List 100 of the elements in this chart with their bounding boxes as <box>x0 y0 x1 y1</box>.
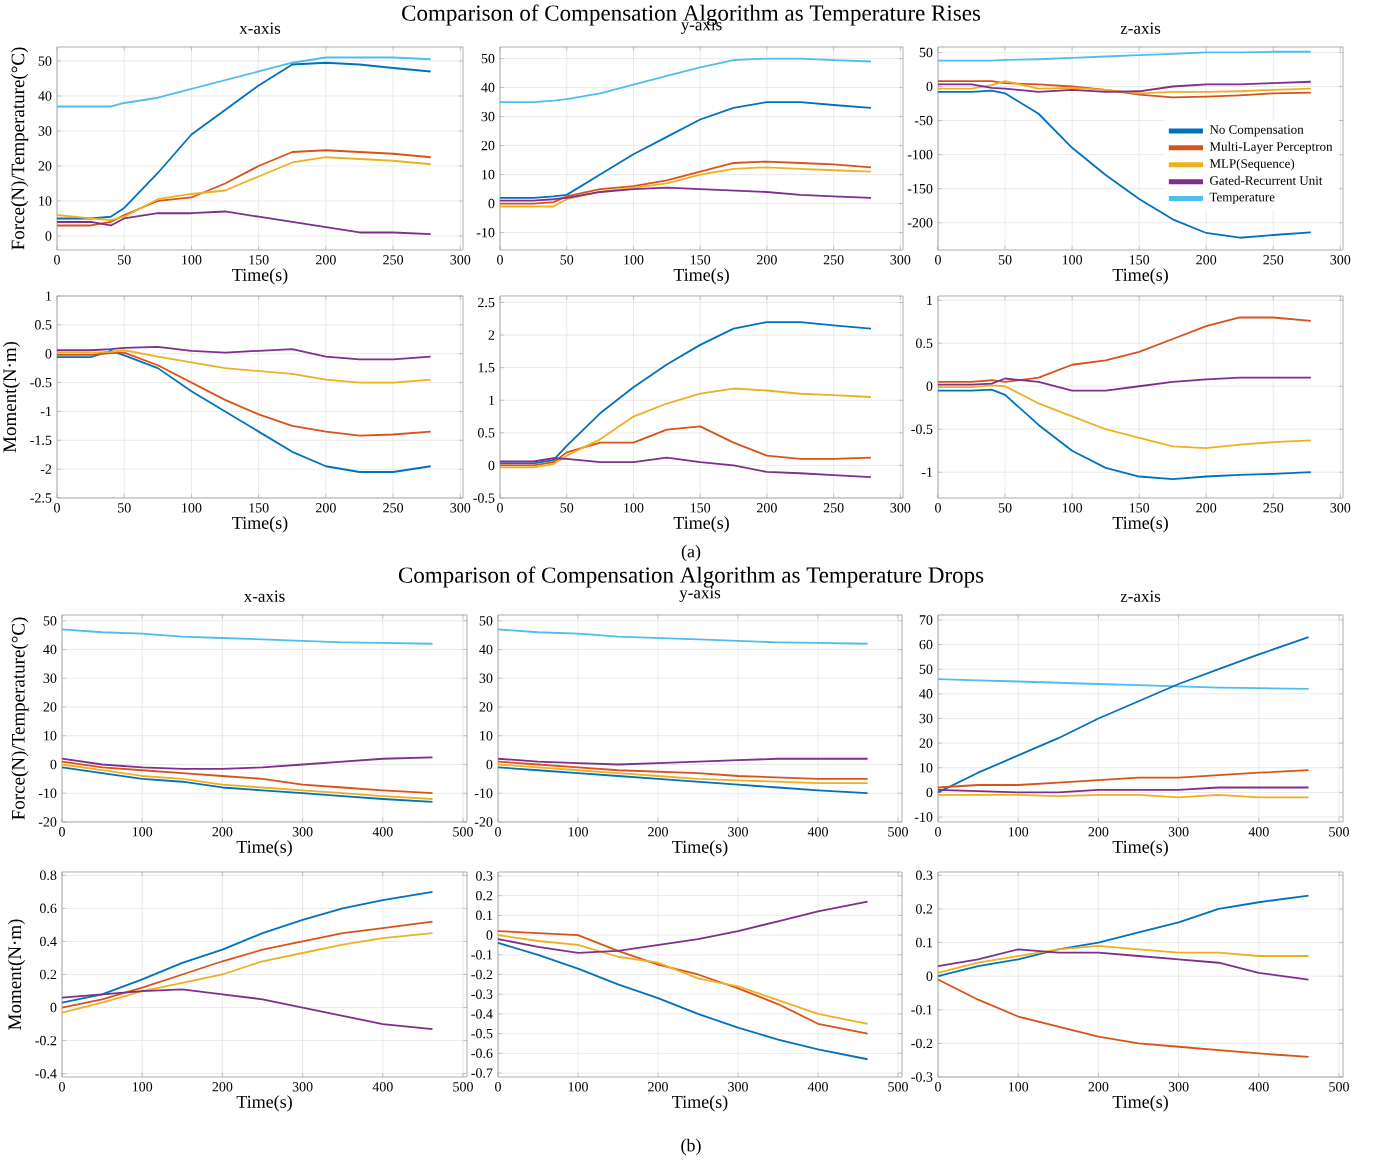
x-tick-label: 250 <box>1263 503 1284 513</box>
x-tick-label: 0 <box>935 1082 941 1092</box>
y-tick-label: 0.5 <box>477 428 495 438</box>
y-axis-title: Force(N)/Temperature(°C) <box>10 47 29 250</box>
x-axis-title: Time(s) <box>672 840 728 857</box>
x-tick-label: 150 <box>1129 255 1150 265</box>
legend-label: Multi-Layer Perceptron <box>1209 141 1333 154</box>
text: Comparison of Compensation Algorithm as Temperature Drops <box>398 566 984 588</box>
y-tick-label: -20 <box>474 817 493 827</box>
y-tick-label: 1 <box>46 291 52 301</box>
line-series <box>61 932 434 1014</box>
x-tick-label: 500 <box>1329 827 1349 837</box>
y-tick-label: -2 <box>40 464 52 474</box>
y-tick-label: 0 <box>488 460 495 471</box>
x-tick-label: 50 <box>560 255 574 265</box>
x-tick-label: 150 <box>249 503 269 513</box>
y-tick-label: 2 <box>488 330 495 340</box>
x-tick-label: 200 <box>1196 503 1217 513</box>
y-tick-label: -10 <box>914 812 933 822</box>
y-tick-label: 10 <box>482 169 495 180</box>
line-series <box>937 388 1312 480</box>
y-tick-label: 0 <box>50 1002 57 1013</box>
x-tick-label: 100 <box>132 1082 153 1092</box>
y-tick-label: -20 <box>38 817 57 827</box>
legend-label: Gated-Recurrent Unit <box>1210 175 1323 185</box>
x-tick-label: 300 <box>450 503 471 513</box>
y-tick-label: -0.4 <box>35 1068 57 1079</box>
x-tick-label: 0 <box>59 827 65 837</box>
y-tick-label: 0.2 <box>39 969 57 980</box>
y-tick-label: 10 <box>44 731 57 741</box>
chart-title: z-axis <box>1120 590 1161 602</box>
x-tick-label: 200 <box>1196 255 1217 265</box>
y-tick-label: 0.3 <box>475 871 493 881</box>
x-tick-label: 500 <box>888 1082 908 1092</box>
x-tick-label: 250 <box>383 503 404 513</box>
x-tick-label: 300 <box>1330 503 1351 513</box>
x-tick-label: 50 <box>560 503 574 513</box>
y-tick-label: -0.5 <box>473 493 495 503</box>
line-series <box>56 210 432 236</box>
y-tick-label: 1 <box>927 295 933 305</box>
y-tick-label: 0 <box>486 930 493 940</box>
y-tick-label: 0.6 <box>39 903 57 914</box>
y-tick-label: -0.1 <box>911 1005 933 1015</box>
y-tick-label: 40 <box>479 644 493 655</box>
x-tick-label: 200 <box>648 1082 668 1092</box>
line-series <box>61 920 434 1009</box>
x-tick-label: 100 <box>1062 255 1083 265</box>
x-tick-label: 300 <box>728 827 748 837</box>
x-tick-label: 150 <box>1129 503 1150 513</box>
y-tick-label: 20 <box>919 738 933 748</box>
x-tick-label: 400 <box>372 827 393 837</box>
y-tick-label: -100 <box>907 149 933 160</box>
x-axis-title: Time(s) <box>236 840 292 857</box>
x-tick-label: 300 <box>292 827 313 837</box>
line-series <box>937 636 1310 794</box>
x-tick-label: 400 <box>1248 1082 1269 1092</box>
x-tick-label: 100 <box>1008 827 1029 837</box>
legend-label: MLP(Sequence) <box>1209 158 1295 171</box>
x-tick-label: 150 <box>249 255 269 265</box>
x-tick-label: 100 <box>568 827 588 837</box>
y-tick-label: -0.2 <box>35 1035 57 1046</box>
x-tick-label: 400 <box>807 1082 828 1092</box>
x-axis-title: Time(s) <box>673 268 729 285</box>
y-tick-label: 40 <box>919 689 933 699</box>
x-tick-label: 0 <box>935 503 941 513</box>
line-series <box>499 101 872 199</box>
chart-title: x-axis <box>239 22 281 34</box>
x-tick-label: 100 <box>624 503 644 513</box>
x-tick-label: 200 <box>212 1082 233 1092</box>
x-tick-label: 300 <box>1168 1082 1189 1092</box>
y-axis-title: Moment(N·m) <box>7 919 26 1030</box>
x-axis-title: Time(s) <box>673 516 729 533</box>
x-tick-label: 500 <box>888 827 908 837</box>
y-tick-label: 20 <box>481 140 495 151</box>
line-series <box>937 894 1310 978</box>
y-tick-label: 60 <box>919 639 933 650</box>
line-series <box>937 769 1310 789</box>
y-tick-label: -0.7 <box>471 1068 493 1078</box>
y-tick-label: 1 <box>489 395 495 405</box>
y-tick-label: 0.3 <box>915 870 933 881</box>
line-series <box>937 316 1312 383</box>
y-tick-label: -0.4 <box>471 1009 493 1019</box>
x-tick-label: 400 <box>1248 827 1269 837</box>
y-tick-label: 30 <box>919 713 933 724</box>
x-tick-label: 400 <box>807 827 828 837</box>
x-axis-title: Time(s) <box>672 1095 728 1112</box>
chart-title: y-axis <box>679 587 721 602</box>
y-tick-label: 40 <box>43 644 57 655</box>
x-axis-title: Time(s) <box>232 268 288 285</box>
y-tick-label: -0.1 <box>471 950 493 960</box>
y-tick-label: 1.5 <box>478 362 495 373</box>
y-tick-label: -1 <box>921 467 933 477</box>
y-tick-label: 30 <box>481 111 495 122</box>
y-tick-label: -0.6 <box>471 1048 493 1059</box>
line-series <box>937 948 1310 981</box>
x-tick-label: 0 <box>59 1082 65 1092</box>
y-tick-label: 0.5 <box>915 338 933 349</box>
y-axis-title: Moment(N·m) <box>2 341 21 453</box>
line-series <box>56 61 432 220</box>
line-series <box>499 425 872 467</box>
